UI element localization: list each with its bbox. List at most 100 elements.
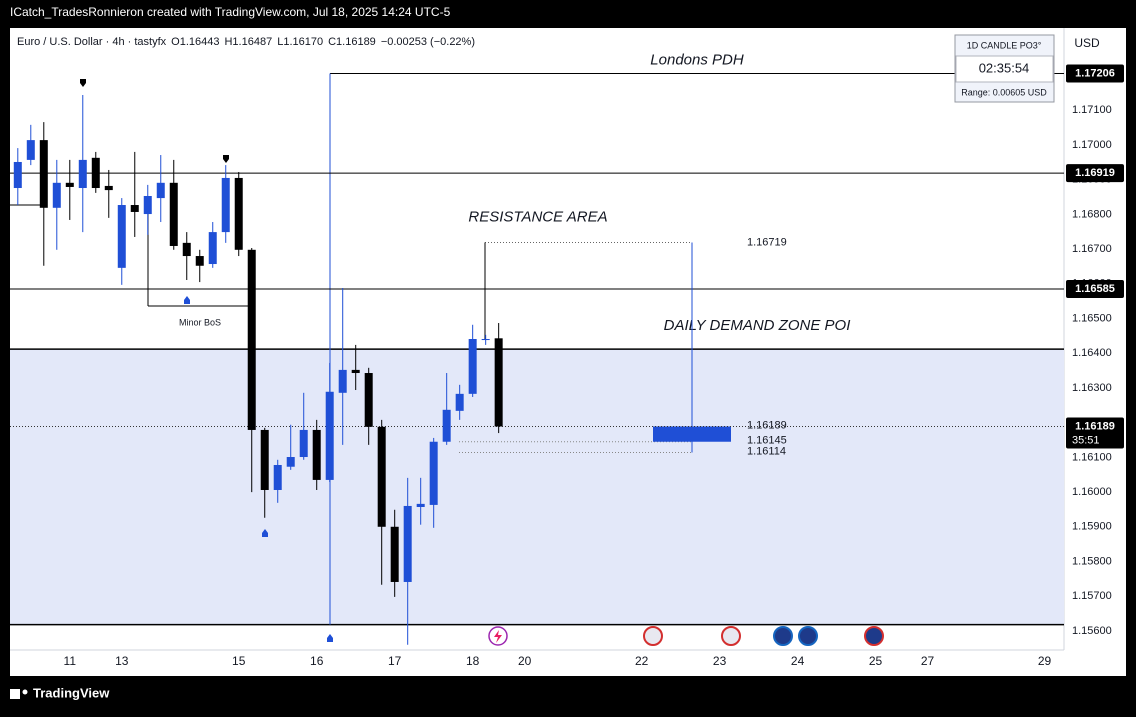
legend-item: H1.16487 (224, 36, 272, 48)
price-tag-label: 1.16189 (1075, 420, 1115, 432)
candle-body (390, 526, 399, 582)
marker (223, 155, 229, 163)
y-tick-label: 1.16000 (1072, 486, 1112, 498)
pdh-label: Londons PDH (650, 51, 744, 68)
currency[interactable]: USD (1074, 36, 1100, 50)
candle-body (299, 429, 308, 458)
candle-body (429, 441, 438, 505)
y-tick-label: 1.16100 (1072, 451, 1112, 463)
candle-widget: 1D CANDLE PO3° 02:35:54 Range: 0.00605 U… (954, 34, 1055, 103)
event-icons (488, 626, 884, 646)
plot: DAILY DEMAND ZONE POI 1.15600 1.15700 1.158… (10, 51, 1112, 668)
x-tick-label: 27 (921, 654, 935, 668)
candle-body (338, 369, 347, 393)
candle-body (494, 338, 503, 427)
legend-item: C1.16189 (328, 36, 376, 48)
y-tick-label: 1.15800 (1072, 555, 1112, 567)
price-tag-label: 1.17206 (1075, 67, 1115, 79)
legend-item: L1.16170 (277, 36, 323, 48)
x-tick-label: 23 (713, 654, 727, 668)
price-tag (1066, 164, 1124, 183)
event-icon[interactable] (864, 626, 884, 646)
legend-item: Euro / U.S. Dollar · 4h · tastyfx (17, 36, 167, 48)
event-icon[interactable] (773, 626, 793, 646)
price-tag (1066, 280, 1124, 299)
y-tick-label: 1.15900 (1072, 521, 1112, 533)
y-tick-label: 1.16400 (1072, 347, 1112, 359)
candle-body (117, 205, 126, 268)
candle-body (91, 157, 100, 189)
candle-body (442, 409, 451, 442)
target-price: 1.16145 (747, 435, 787, 447)
candle-body (481, 339, 490, 341)
price-tag (1066, 64, 1124, 83)
x-tick-label: 24 (791, 654, 805, 668)
legend-item: −0.00253 (−0.22%) (381, 36, 475, 48)
y-tick-label: 1.16700 (1072, 243, 1112, 255)
resistance-label: RESISTANCE AREA (468, 208, 607, 225)
candle-body (156, 182, 165, 199)
widget-range: Range: 0.00605 USD (961, 87, 1047, 97)
widget-timer-box (955, 55, 1054, 83)
brand-logo (10, 689, 28, 699)
target-box (653, 426, 731, 442)
candle-body (416, 503, 425, 507)
bos-label: Minor BoS (179, 317, 221, 327)
candle-body (260, 429, 269, 490)
y-tick-label: 1.15700 (1072, 590, 1112, 602)
event-icon[interactable] (721, 626, 741, 646)
marker (80, 79, 86, 87)
candle-body (468, 339, 477, 394)
candle-body (52, 182, 61, 208)
widget-timer: 02:35:54 (979, 60, 1030, 75)
candle-body (221, 177, 230, 233)
countdown: 35:51 (1072, 434, 1100, 446)
x-tick-label: 29 (1038, 654, 1052, 668)
candle-body (143, 195, 152, 215)
x-tick-label: 15 (232, 654, 246, 668)
candle-body (325, 391, 334, 480)
x-tick-label: 20 (518, 654, 532, 668)
marker (262, 529, 268, 537)
target-price: 1.16114 (747, 445, 786, 457)
candle-body (312, 429, 321, 480)
candle-body (377, 426, 386, 527)
demand-zone (10, 349, 1064, 625)
legend: Euro / U.S. Dollar · 4h · tastyfx O1.1644… (17, 36, 475, 48)
candle-body (39, 140, 48, 208)
price-tag-label: 1.16585 (1075, 283, 1115, 295)
x-tick-label: 18 (466, 654, 480, 668)
brand: TradingView (33, 685, 110, 700)
candle-body (169, 182, 178, 246)
y-tick-label: 1.16800 (1072, 208, 1112, 220)
price-tag (1066, 417, 1124, 449)
event-icon[interactable] (798, 626, 818, 646)
candle-body (403, 505, 412, 582)
candle-body (13, 161, 22, 189)
candle-body (130, 205, 139, 212)
y-tick-label: 1.17100 (1072, 104, 1112, 116)
zone-label: DAILY DEMAND ZONE POI (664, 317, 851, 334)
y-tick-label: 1.15600 (1072, 625, 1112, 637)
event-icon[interactable] (643, 626, 663, 646)
candle-body (195, 256, 204, 266)
y-tick-label: 1.16500 (1072, 312, 1112, 324)
candle-body (351, 369, 360, 374)
x-tick-label: 17 (388, 654, 402, 668)
legend-item: O1.16443 (171, 36, 219, 48)
y-tick-label: 1.17000 (1072, 139, 1112, 151)
marker (327, 634, 333, 642)
candle-body (273, 464, 282, 490)
candle-body (208, 232, 217, 265)
x-tick-label: 16 (310, 654, 324, 668)
candle-body (455, 393, 464, 411)
target-price: 1.16189 (747, 419, 787, 431)
candle-body (182, 242, 191, 257)
candle-body (78, 159, 87, 189)
y-tick-label: 1.16300 (1072, 382, 1112, 394)
candle-body (234, 177, 243, 250)
byline: ICatch_TradesRonnieron created with Trad… (10, 5, 451, 19)
overlay: Euro / U.S. Dollar · 4h · tastyfx O1.1644… (17, 36, 1124, 449)
